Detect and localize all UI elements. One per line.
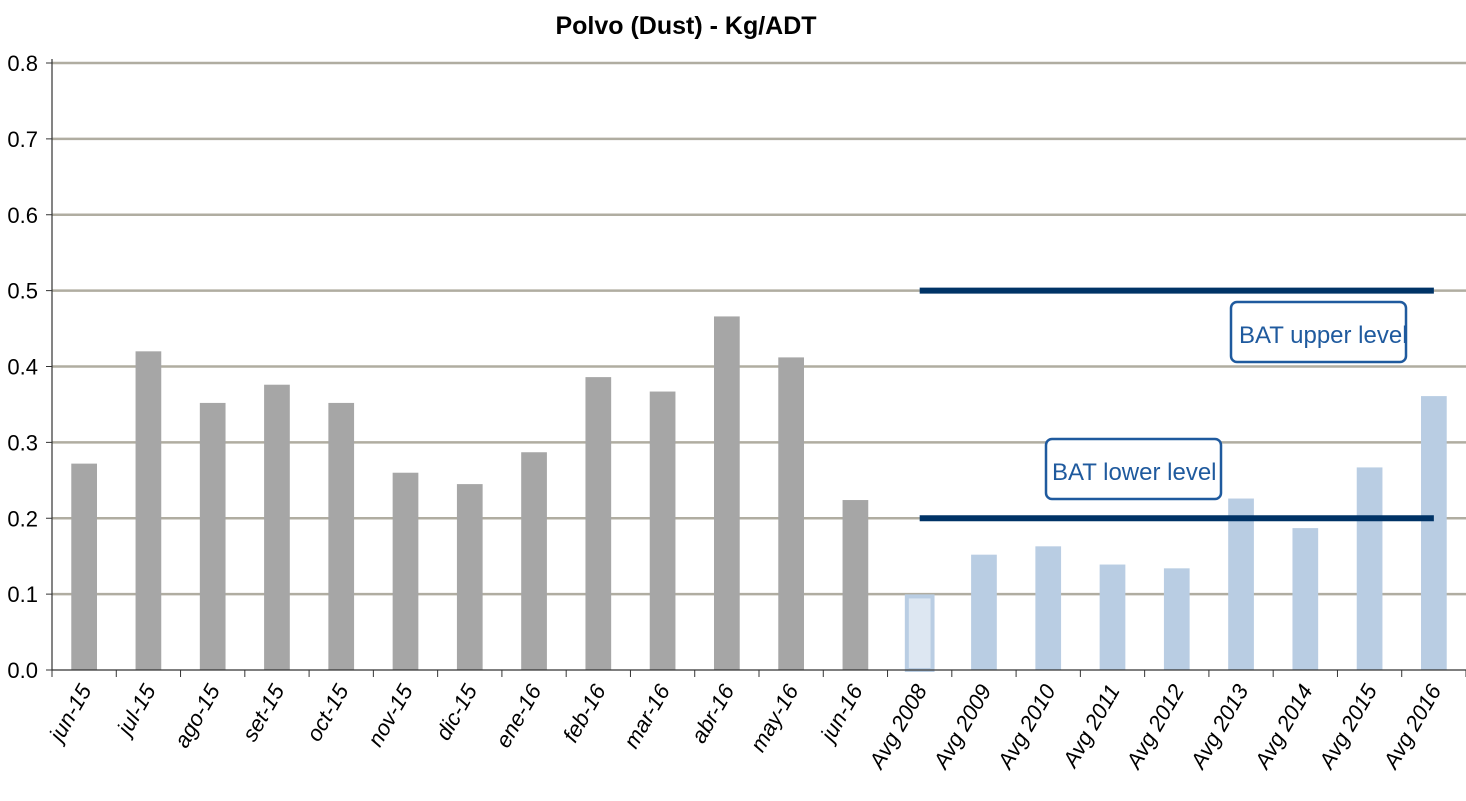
x-tick-label: feb-16: [558, 679, 611, 746]
bar-nov-15: [392, 472, 419, 670]
x-tick-label: Avg 2014: [1249, 680, 1318, 774]
x-tick-label: oct-15: [301, 679, 354, 745]
bar-mar-16: [649, 391, 676, 670]
bar-avg-2014: [1292, 528, 1319, 670]
bar-jul-15: [135, 351, 162, 670]
y-tick-label: 0.8: [7, 51, 38, 76]
bar-abr-16: [714, 316, 740, 670]
x-tick-label: set-15: [237, 679, 290, 745]
bar-avg-2012: [1163, 568, 1190, 670]
bar-avg-2016: [1421, 396, 1447, 670]
bars: [71, 316, 1447, 672]
bar-oct-15: [328, 402, 355, 670]
y-tick-label: 0.3: [7, 430, 38, 455]
x-tick-label: mar-16: [619, 679, 676, 752]
bar-ene-16: [521, 452, 547, 670]
bar-dic-15: [456, 484, 483, 670]
x-tick-label: dic-15: [430, 679, 482, 744]
x-tick-label: ene-16: [490, 679, 546, 751]
reference-label-box: [1044, 437, 1223, 501]
x-tick-label: abr-16: [686, 679, 740, 747]
bar-avg-2011: [1099, 564, 1126, 670]
reference-label-box: [1229, 300, 1408, 364]
reference-label: BAT upper level: [1239, 322, 1408, 349]
bar-avg-2009: [971, 554, 997, 670]
bar-avg-2008: [904, 594, 935, 672]
x-tick-label: ago-15: [169, 679, 225, 751]
y-tick-label: 0.7: [7, 127, 38, 152]
bar-ago-15: [199, 402, 226, 670]
y-tick-label: 0.6: [7, 203, 38, 228]
y-tick-label: 0.0: [7, 658, 38, 683]
bar-jun-15: [71, 463, 97, 670]
chart-title: Polvo (Dust) - Kg/ADT: [555, 12, 816, 40]
y-tick-label: 0.5: [7, 279, 38, 304]
bar-feb-16: [585, 377, 612, 670]
bar-may-16: [778, 357, 804, 670]
x-tick-label: Avg 2009: [927, 680, 996, 774]
x-tick-label: may-16: [745, 679, 804, 756]
x-tick-label: jul-15: [111, 679, 161, 741]
x-tick-label: Avg 2011: [1057, 680, 1125, 773]
x-tick-label: Avg 2008: [863, 679, 932, 774]
x-tick-label: Avg 2016: [1377, 679, 1446, 774]
x-axis: jun-15 jul-15 ago-15 set-15 oct-15 nov-15 dic-…: [43, 669, 1466, 774]
x-tick-label: Avg 2015: [1313, 679, 1382, 774]
bar-avg-2015: [1356, 467, 1383, 670]
x-tick-label: Avg 2010: [992, 679, 1061, 774]
y-axis: 0.0 0.1 0.2 0.3 0.4 0.5 0.6 0.7 0.8: [7, 51, 53, 683]
x-tick-label: jun-16: [814, 679, 868, 748]
bar-set-15: [264, 384, 290, 670]
x-tick-label: nov-15: [363, 679, 419, 750]
bar-jun-16: [842, 500, 869, 670]
x-tick-label: Avg 2013: [1184, 679, 1253, 774]
y-tick-label: 0.1: [7, 582, 38, 607]
bar-avg-2013: [1228, 498, 1254, 670]
bar-avg-2010: [1035, 546, 1062, 670]
reference-lines: BAT upper level BAT lower level: [919, 287, 1434, 522]
x-tick-label: jun-15: [43, 679, 97, 748]
x-tick-label: Avg 2012: [1120, 680, 1189, 774]
y-tick-label: 0.4: [7, 355, 38, 380]
reference-label: BAT lower level: [1052, 459, 1217, 486]
y-tick-label: 0.2: [7, 506, 38, 531]
